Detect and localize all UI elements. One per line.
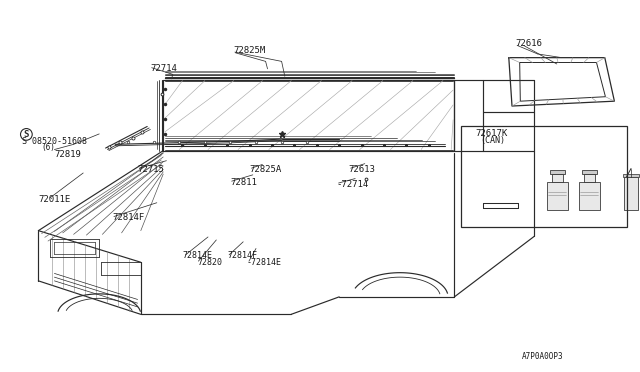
Text: (6): (6) [42,143,56,152]
Bar [579,182,600,210]
Text: S 08520-51608: S 08520-51608 [22,137,88,146]
Text: 72814F: 72814F [112,213,144,222]
Text: -72814E: -72814E [246,258,282,267]
Text: S: S [24,130,29,139]
Bar [624,177,638,210]
Text: 72617K: 72617K [476,129,508,138]
Bar [552,174,563,182]
Text: 72011E: 72011E [38,195,70,203]
Text: 72825A: 72825A [250,165,282,174]
Text: (CAN): (CAN) [480,136,505,145]
Bar [582,170,597,174]
Bar [584,174,595,182]
Text: A7P0A0OP3: A7P0A0OP3 [522,352,563,361]
Text: 72811: 72811 [230,178,257,187]
Bar [461,126,627,227]
Text: 72814E: 72814E [182,251,212,260]
Text: 72819: 72819 [54,150,81,159]
Text: 72825M: 72825M [234,46,266,55]
Text: 72820: 72820 [197,258,222,267]
Bar [623,174,639,177]
Text: 72715: 72715 [138,165,164,174]
Bar [550,170,565,174]
Text: -72714: -72714 [336,180,368,189]
Text: 72616: 72616 [515,39,542,48]
Text: 72714: 72714 [150,64,177,73]
Text: 72613: 72613 [349,165,376,174]
Text: 72814F: 72814F [227,251,257,260]
Bar [547,182,568,210]
